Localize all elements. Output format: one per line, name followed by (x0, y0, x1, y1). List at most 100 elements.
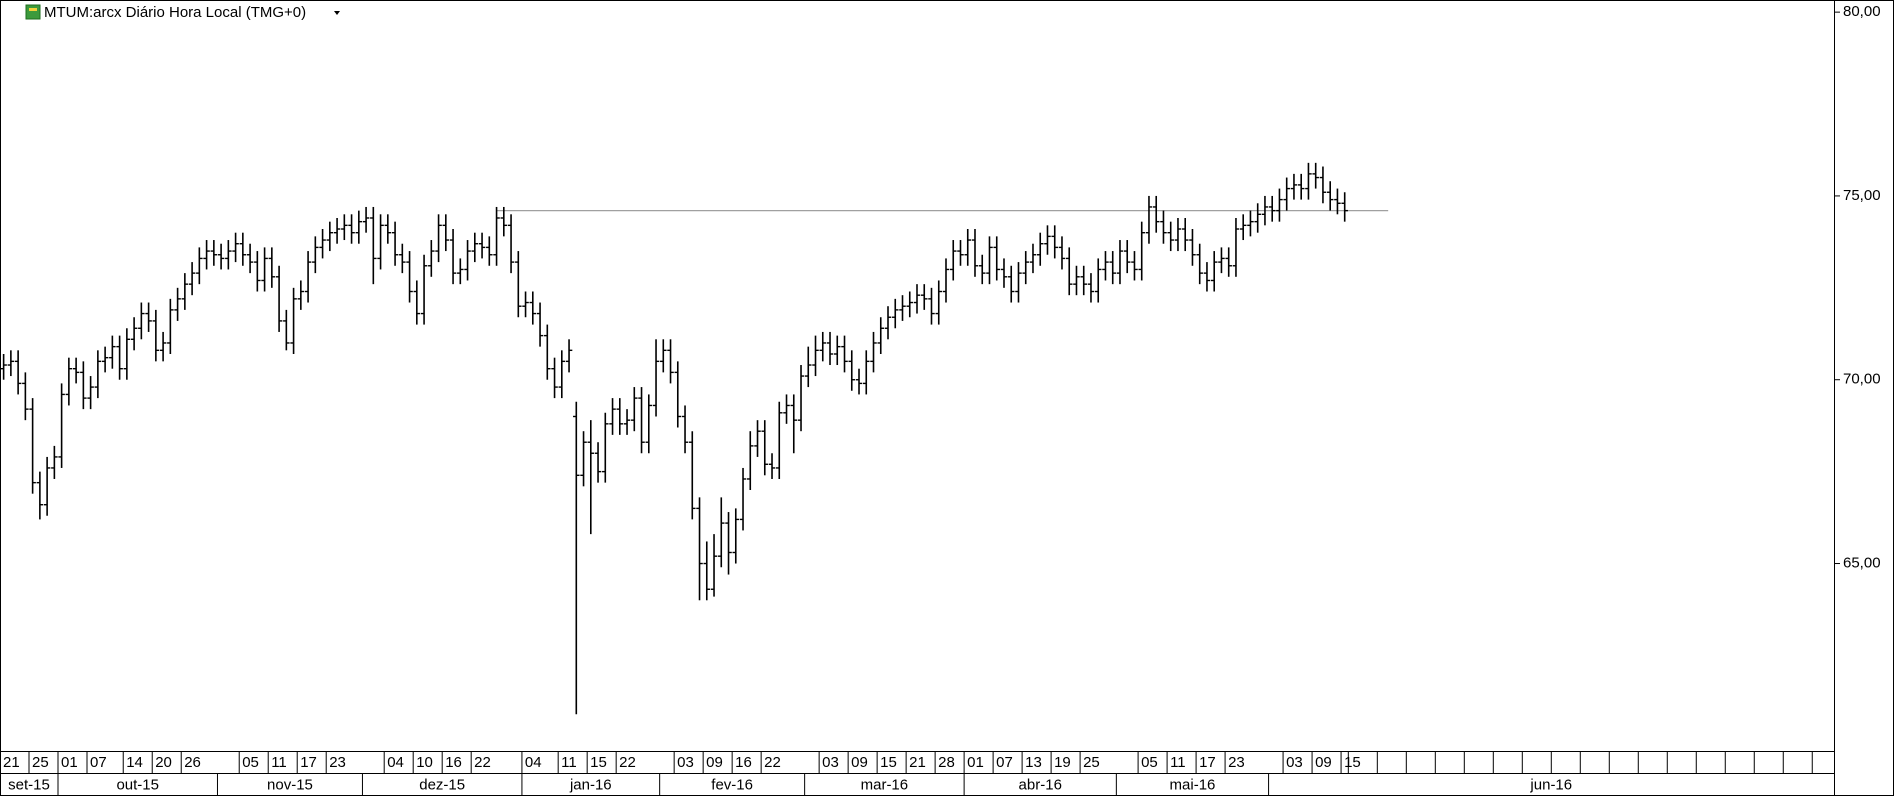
x-tick-label: 19 (1054, 754, 1071, 771)
ohlc-bar (862, 350, 870, 395)
ohlc-bar (22, 372, 29, 421)
ohlc-bar (529, 291, 537, 325)
ohlc-bar (855, 368, 863, 395)
ohlc-bar (891, 298, 899, 329)
ohlc-bar (58, 383, 65, 468)
ohlc-bar (1225, 247, 1232, 277)
ohlc-bar (544, 324, 551, 380)
x-tick-label: 22 (474, 754, 491, 771)
y-tick-label: 65,00 (1843, 554, 1881, 571)
month-label: fev-16 (711, 776, 753, 793)
ohlc-bar (899, 295, 906, 321)
ohlc-bar (681, 405, 689, 454)
ohlc-bar (1319, 166, 1327, 204)
ohlc-bar (1065, 247, 1073, 296)
ohlc-bar (500, 206, 508, 237)
x-tick-label: 16 (445, 754, 462, 771)
ohlc-bar (957, 240, 964, 266)
ohlc-bar (1000, 258, 1008, 288)
ohlc-bar (522, 291, 529, 318)
ohlc-bar (246, 243, 254, 274)
ohlc-bar (181, 273, 189, 310)
ohlc-bar (689, 431, 696, 520)
ohlc-bar (652, 339, 660, 417)
ohlc-bar (478, 232, 486, 259)
ohlc-bar (1116, 240, 1124, 285)
ohlc-bar (449, 229, 457, 285)
ohlc-bar (72, 357, 80, 384)
ohlc-bar (732, 508, 740, 564)
ohlc-bar (631, 387, 638, 432)
ohlc-bar (754, 420, 761, 457)
title-dropdown[interactable] (334, 11, 340, 15)
x-tick-label: 22 (619, 754, 636, 771)
x-tick-label: 25 (32, 754, 49, 771)
y-tick-label: 75,00 (1843, 187, 1881, 204)
x-tick-label: 03 (822, 754, 839, 771)
x-tick-label: 10 (416, 754, 433, 771)
ohlc-bar (1102, 251, 1109, 281)
ohlc-bar (616, 398, 624, 435)
ohlc-bar (420, 254, 428, 325)
ohlc-bar (935, 280, 943, 325)
ohlc-bar (239, 232, 247, 266)
ohlc-bar (718, 497, 725, 568)
x-tick-label: 17 (300, 754, 317, 771)
ohlc-bar (805, 346, 812, 388)
ohlc-bar (51, 445, 58, 479)
month-label: mar-16 (861, 776, 909, 793)
ohlc-bar (1174, 217, 1182, 252)
ohlc-bar (942, 258, 950, 303)
ohlc-bar (254, 251, 261, 292)
x-tick-label: 15 (590, 754, 607, 771)
ohlc-bar (1094, 258, 1102, 303)
ohlc-bar (123, 328, 131, 380)
ohlc-bar (283, 309, 290, 351)
ohlc-bar (761, 420, 769, 476)
ohlc-bar (203, 240, 210, 270)
x-tick-label: 21 (3, 754, 20, 771)
x-tick-label: 09 (706, 754, 723, 771)
ohlc-bar (1203, 262, 1211, 292)
ohlc-bar (275, 265, 283, 332)
ohlc-bar (978, 254, 986, 285)
ohlc-bar (587, 420, 595, 535)
ohlc-bar (1305, 162, 1312, 200)
x-tick-label: 20 (155, 754, 172, 771)
ohlc-bar (435, 214, 442, 263)
ohlc-bar (1080, 265, 1087, 296)
ohlc-bar (1341, 192, 1348, 222)
ohlc-bar (29, 398, 36, 494)
ohlc-bar (268, 247, 276, 288)
month-label: set-15 (8, 776, 50, 793)
ohlc-bar (7, 350, 15, 377)
x-tick-label: 09 (1315, 754, 1332, 771)
ohlc-bar (602, 412, 609, 483)
month-label: abr-16 (1019, 776, 1062, 793)
month-label: jun-16 (1529, 776, 1572, 793)
symbol-icon (25, 4, 41, 20)
ohlc-bar (428, 240, 435, 277)
x-tick-label: 21 (909, 754, 926, 771)
ohlc-bar (536, 302, 544, 347)
ohlc-bar (1073, 265, 1080, 296)
x-tick-label: 22 (764, 754, 781, 771)
y-tick-label: 70,00 (1843, 371, 1881, 388)
x-tick-label: 07 (996, 754, 1013, 771)
ohlc-bar (660, 339, 667, 373)
ohlc-bar (747, 431, 754, 491)
ohlc-bar (406, 251, 413, 303)
x-tick-label: 09 (851, 754, 868, 771)
ohlc-bar (1312, 162, 1319, 189)
ohlc-bar (558, 350, 566, 399)
ohlc-bar (1181, 217, 1189, 252)
x-tick-label: 26 (184, 754, 201, 771)
ohlc-bar (1189, 229, 1196, 266)
ohlc-bar (507, 214, 515, 274)
ohlc-bar (1268, 195, 1276, 222)
ohlc-bar (36, 471, 44, 520)
ohlc-bar (159, 331, 167, 362)
